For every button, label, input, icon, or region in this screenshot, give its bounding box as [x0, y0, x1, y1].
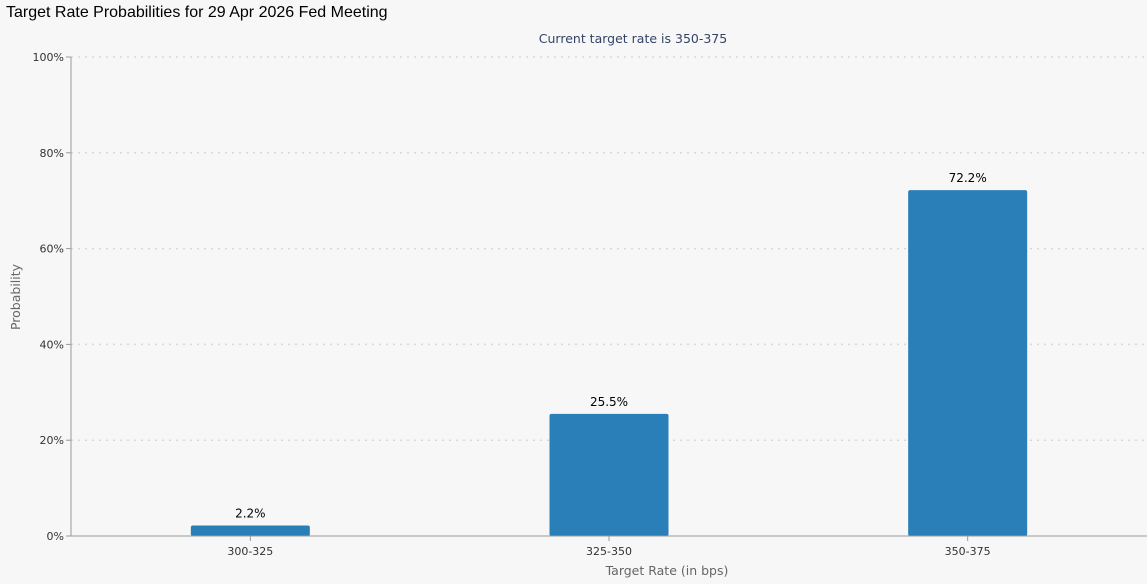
data-label: 72.2%	[949, 171, 987, 185]
y-tick-label: 80%	[40, 147, 64, 160]
x-axis-ticks: 300-325 325-350 350-375	[227, 536, 991, 558]
bar-350-375[interactable]	[908, 190, 1028, 537]
y-tick-label: 20%	[40, 434, 64, 447]
data-label: 25.5%	[590, 395, 628, 409]
data-labels: 2.2% 25.5% 72.2%	[235, 171, 987, 520]
y-axis-title: Probability	[8, 263, 23, 330]
x-tick-label: 300-325	[227, 545, 273, 558]
bars	[190, 190, 1028, 537]
bar-325-350[interactable]	[549, 413, 669, 536]
data-label: 2.2%	[235, 506, 266, 520]
chart-subtitle: Current target rate is 350-375	[539, 31, 727, 46]
page-title: Target Rate Probabilities for 29 Apr 202…	[6, 4, 388, 21]
x-tick-label: 350-375	[945, 545, 991, 558]
bar-300-325[interactable]	[190, 525, 310, 536]
y-tick-label: 40%	[40, 338, 64, 351]
x-tick-label: 325-350	[586, 545, 632, 558]
y-axis-ticks: 0% 20% 40% 60% 80% 100%	[33, 51, 71, 543]
y-tick-label: 0%	[47, 530, 64, 543]
x-axis-title: Target Rate (in bps)	[605, 563, 729, 578]
y-tick-label: 60%	[40, 243, 64, 256]
y-tick-label: 100%	[33, 51, 64, 64]
